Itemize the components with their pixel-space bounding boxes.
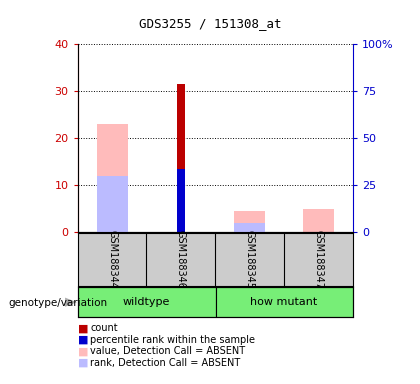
Bar (234, 223, 265, 232)
Bar (303, 209, 334, 232)
Text: wildtype: wildtype (123, 297, 170, 307)
Text: genotype/variation: genotype/variation (8, 298, 108, 308)
Text: value, Detection Call = ABSENT: value, Detection Call = ABSENT (90, 346, 245, 356)
Polygon shape (65, 298, 77, 307)
Text: GSM188347: GSM188347 (313, 230, 323, 289)
Bar (97, 176, 128, 232)
Text: ■: ■ (78, 323, 88, 333)
Bar (177, 169, 185, 232)
Text: how mutant: how mutant (250, 297, 318, 307)
Text: ■: ■ (78, 358, 88, 368)
Text: GSM188346: GSM188346 (176, 230, 186, 289)
Text: GSM188345: GSM188345 (244, 230, 255, 289)
Text: count: count (90, 323, 118, 333)
Text: ■: ■ (78, 346, 88, 356)
Text: rank, Detection Call = ABSENT: rank, Detection Call = ABSENT (90, 358, 241, 368)
Text: GSM188344: GSM188344 (107, 230, 117, 289)
Bar (177, 84, 185, 232)
Text: percentile rank within the sample: percentile rank within the sample (90, 335, 255, 345)
Bar (78, 287, 215, 317)
Bar (97, 124, 128, 232)
Text: ■: ■ (78, 335, 88, 345)
Text: GDS3255 / 151308_at: GDS3255 / 151308_at (139, 17, 281, 30)
Bar (234, 211, 265, 232)
Bar (215, 287, 353, 317)
